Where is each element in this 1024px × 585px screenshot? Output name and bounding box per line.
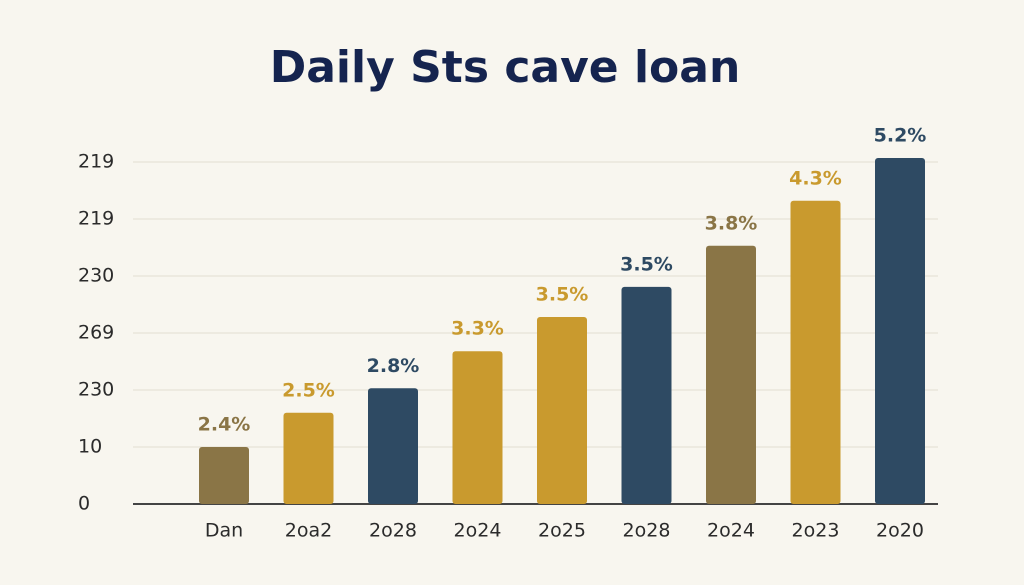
bar [452,351,503,504]
x-tick-label: 2o20 [876,520,924,542]
x-tick-label: 2o24 [454,520,502,542]
y-tick-label: 230 [78,265,114,287]
value-label: 3.8% [705,212,758,234]
y-tick-label: 269 [78,322,114,344]
x-tick-label: 2o28 [369,520,417,542]
y-tick-label: 219 [78,208,114,230]
chart-title: Daily Sts cave loan [270,42,741,93]
y-tick-label: 219 [78,151,114,173]
x-tick-label: 2oa2 [285,520,332,542]
value-label: 4.3% [789,167,842,189]
value-label: 3.5% [620,253,673,275]
value-label: 3.3% [451,318,504,340]
y-tick-label: 0 [78,493,90,515]
bar [283,412,334,504]
bar [368,388,418,504]
x-tick-label: 2o24 [707,520,755,542]
y-tick-label: 230 [78,379,114,401]
bar [706,245,756,505]
value-label: 2.5% [282,379,335,401]
y-tick-label: 10 [78,436,102,458]
bar [875,158,925,504]
x-tick-label: 2o23 [792,520,840,542]
bar [199,447,249,504]
bar [621,286,672,504]
x-tick-label: 2o25 [538,520,586,542]
x-tick-label: 2o28 [623,520,671,542]
value-label: 2.4% [198,414,251,436]
value-label: 3.5% [536,284,589,306]
value-label: 5.2% [874,125,927,147]
bar [790,200,841,504]
value-label: 2.8% [367,355,420,377]
x-tick-label: Dan [205,520,243,542]
bar [537,317,587,504]
